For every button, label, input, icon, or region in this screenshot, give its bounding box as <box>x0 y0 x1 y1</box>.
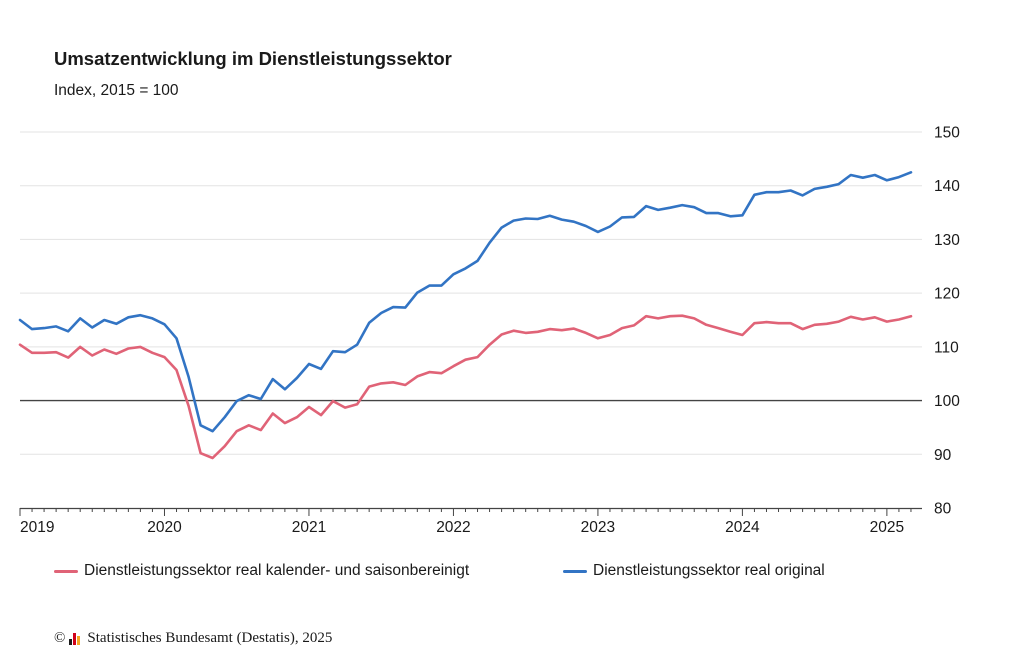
y-axis: 80 90 100 110 120 130 140 150 <box>934 125 960 518</box>
x-tick-label-2020: 2020 <box>147 519 182 536</box>
x-tick-label-2021: 2021 <box>292 519 326 536</box>
chart-title: Umsatzentwicklung im Dienstleistungssekt… <box>54 48 452 69</box>
destatis-logo-icon <box>69 632 81 645</box>
x-tick-label-2022: 2022 <box>436 519 470 536</box>
chart-subtitle: Index, 2015 = 100 <box>54 82 179 99</box>
y-tick-label-110: 110 <box>934 339 959 356</box>
series-line-1 <box>18 314 913 460</box>
source-text: Statistisches Bundesamt (Destatis), 2025 <box>87 630 333 646</box>
copyright-symbol: © <box>54 630 66 646</box>
y-tick-label-80: 80 <box>934 501 952 518</box>
source-note: © Statistisches Bundesamt (Destatis), 20… <box>54 630 332 647</box>
legend-label: Dienstleistungssektor real original <box>593 562 825 579</box>
y-tick-label-130: 130 <box>934 232 960 249</box>
x-axis: 2019 2020 2021 2022 2023 2024 2025 <box>19 507 922 536</box>
y-tick-label-100: 100 <box>934 393 960 410</box>
x-tick-label-2025: 2025 <box>870 519 904 536</box>
series-line-2 <box>18 171 913 433</box>
legend-item-seasonally-adjusted[interactable]: Dienstleistungssektor real kalender- und… <box>54 562 469 580</box>
y-tick-label-150: 150 <box>934 125 960 142</box>
y-tick-label-120: 120 <box>934 286 960 303</box>
legend-label: Dienstleistungssektor real kalender- und… <box>84 562 470 579</box>
grid-lines <box>20 131 922 455</box>
x-tick-label-2019: 2019 <box>20 519 54 536</box>
legend-swatch-red <box>54 569 78 573</box>
legend-swatch-blue <box>563 569 587 573</box>
series-layer <box>18 171 913 460</box>
x-tick-label-2023: 2023 <box>581 519 615 536</box>
y-tick-label-90: 90 <box>934 447 952 464</box>
legend: Dienstleistungssektor real kalender- und… <box>0 562 1024 586</box>
legend-item-original[interactable]: Dienstleistungssektor real original <box>563 562 825 580</box>
x-tick-label-2024: 2024 <box>725 519 760 536</box>
y-tick-label-140: 140 <box>934 178 960 195</box>
